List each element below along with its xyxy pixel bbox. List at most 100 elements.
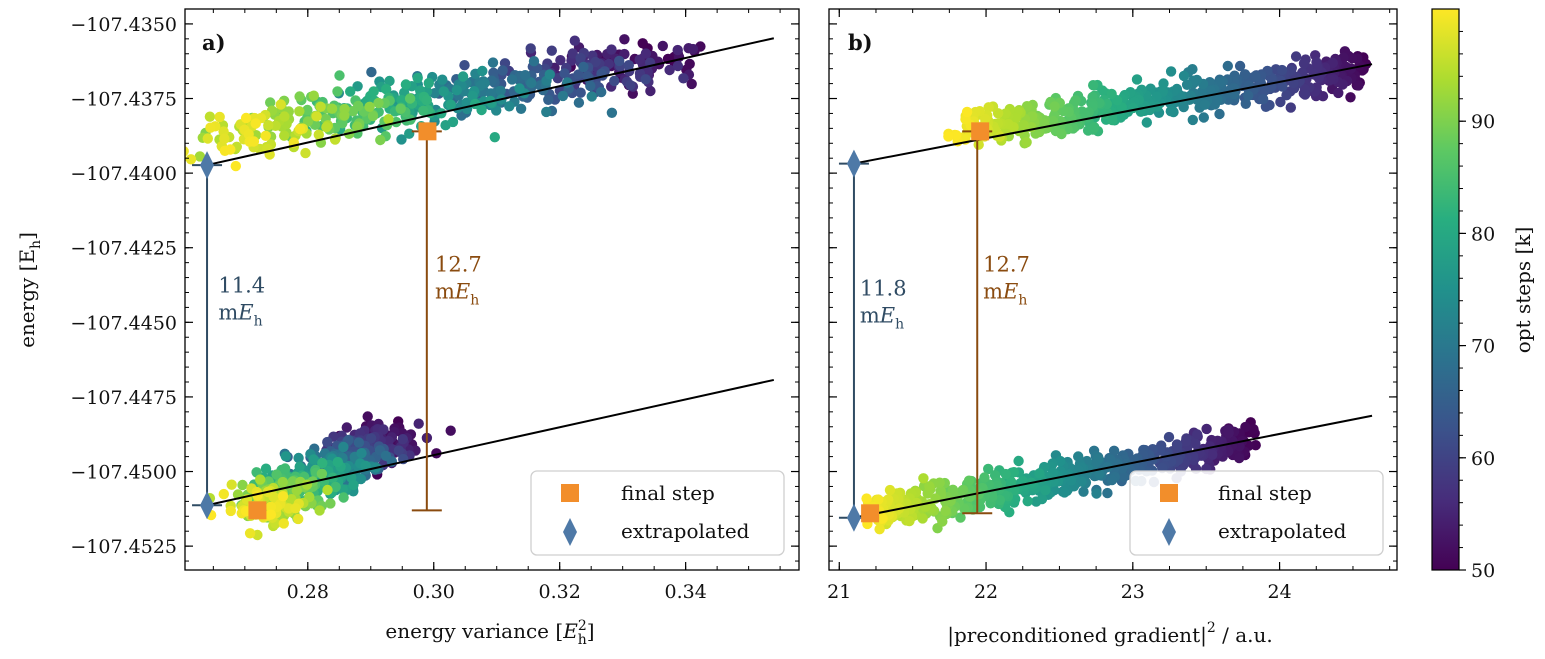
scatter-point	[1248, 424, 1259, 435]
x-tick-label: 0.30	[413, 581, 455, 603]
scatter-point	[489, 132, 500, 143]
scatter-point	[396, 94, 407, 106]
scatter-point	[1013, 455, 1024, 467]
scatter-point	[1091, 488, 1102, 499]
scatter-point	[325, 498, 336, 509]
panel-a-gap-blue-label: 11.4 mEh	[218, 273, 265, 329]
scatter-point	[1022, 496, 1033, 507]
scatter-point	[578, 61, 589, 73]
scatter-point	[1207, 449, 1218, 460]
scatter-point	[265, 509, 277, 520]
scatter-point	[1240, 98, 1252, 110]
scatter-point	[963, 475, 975, 486]
scatter-point	[672, 60, 684, 72]
scatter-point	[1325, 74, 1336, 86]
scatter-point	[393, 445, 405, 456]
scatter-point	[1106, 88, 1117, 100]
scatter-point	[383, 435, 394, 447]
scatter-point	[1073, 451, 1084, 462]
scatter-point	[1190, 438, 1201, 449]
scatter-point	[664, 64, 675, 76]
scatter-point	[1094, 468, 1105, 479]
colorbar-tick-label: 90	[1471, 111, 1495, 133]
scatter-point	[1259, 85, 1270, 96]
scatter-point	[293, 513, 304, 525]
scatter-point	[943, 131, 954, 142]
scatter-point	[375, 134, 386, 146]
scatter-point	[1040, 485, 1051, 496]
scatter-point	[364, 101, 375, 113]
scatter-point	[1108, 445, 1120, 456]
scatter-point	[459, 59, 470, 71]
scatter-point	[368, 86, 379, 97]
panel-a-gap-orange-label: 12.7 mEh	[435, 253, 482, 309]
scatter-point	[1275, 96, 1286, 108]
scatter-point	[279, 130, 290, 141]
scatter-point	[937, 516, 948, 527]
scatter-point	[1299, 89, 1311, 100]
scatter-point	[541, 106, 552, 118]
scatter-point	[1056, 128, 1067, 140]
scatter-point	[225, 144, 236, 155]
scatter-point	[423, 77, 434, 89]
colorbar-ticks: 50 60 70 80 90	[1459, 30, 1495, 582]
scatter-point	[214, 111, 225, 123]
panel-b-legend: final step extrapolated	[1129, 470, 1384, 556]
scatter-point	[520, 70, 531, 81]
scatter-point	[418, 105, 429, 117]
scatter-point	[265, 97, 276, 108]
scatter-point	[185, 146, 189, 157]
scatter-point	[308, 454, 319, 465]
y-tick-label: −107.4500	[70, 462, 177, 484]
scatter-point	[322, 484, 333, 496]
scatter-point	[640, 48, 652, 59]
scatter-point	[302, 104, 313, 116]
scatter-point	[1049, 101, 1060, 112]
scatter-point	[413, 418, 424, 429]
scatter-point	[1180, 436, 1192, 447]
scatter-point	[218, 488, 229, 500]
scatter-point	[1102, 487, 1113, 499]
scatter-point	[279, 111, 290, 122]
y-tick-label: −107.4400	[70, 163, 177, 185]
scatter-point	[1353, 80, 1364, 91]
x-label-var: E	[562, 619, 578, 643]
scatter-point	[1327, 57, 1339, 69]
scatter-point	[467, 90, 478, 102]
scatter-point	[302, 116, 314, 127]
extrapolated-marker	[846, 503, 861, 532]
scatter-point	[1223, 427, 1234, 439]
scatter-point	[380, 450, 392, 461]
scatter-point	[332, 456, 343, 468]
scatter-point	[1277, 81, 1288, 92]
extrapolated-marker	[846, 149, 861, 178]
scatter-point	[311, 111, 322, 122]
scatter-point	[316, 468, 328, 479]
scatter-point	[904, 515, 915, 527]
legend-final-step-marker	[1160, 484, 1178, 502]
scatter-point	[525, 43, 536, 54]
scatter-point	[205, 122, 216, 133]
scatter-point	[590, 56, 601, 68]
legend-extrapolated-label: extrapolated	[1218, 519, 1347, 543]
scatter-point	[345, 86, 356, 97]
scatter-point	[291, 485, 302, 496]
scatter-point	[360, 460, 371, 471]
scatter-point	[202, 133, 213, 144]
scatter-point	[506, 74, 518, 85]
scatter-point	[1199, 99, 1211, 110]
scatter-point	[951, 130, 962, 141]
x-tick-label: 22	[974, 581, 998, 603]
scatter-point	[226, 479, 237, 490]
scatter-point	[278, 518, 289, 529]
scatter-point	[567, 48, 578, 59]
scatter-point	[1258, 94, 1269, 105]
panel-b-markers	[846, 122, 990, 532]
panel-b-legend-box	[1129, 470, 1384, 556]
scatter-point	[1036, 493, 1048, 505]
scatter-point	[485, 88, 497, 99]
scatter-point	[153, 112, 163, 122]
scatter-point	[1131, 74, 1143, 85]
scatter-point	[437, 74, 448, 85]
